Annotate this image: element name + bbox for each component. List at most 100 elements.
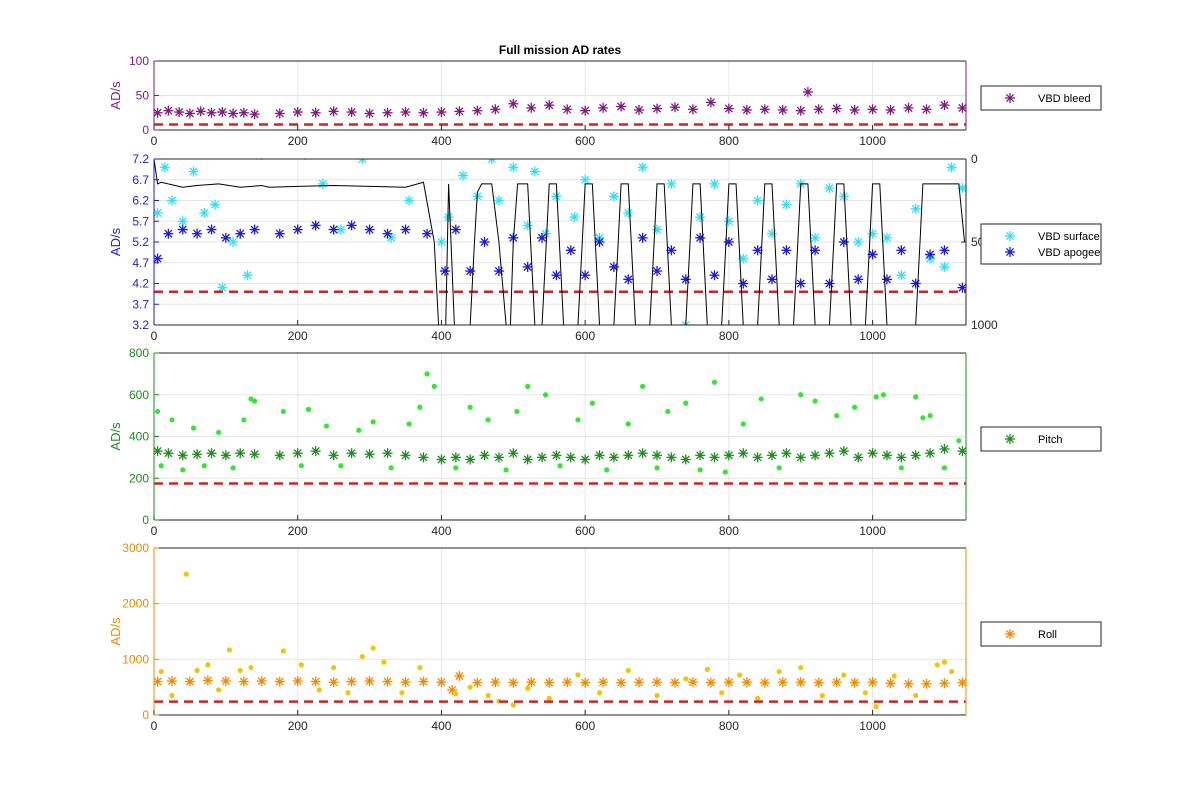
series-roll [154,671,966,695]
grid [153,352,966,521]
data-point [652,103,663,114]
series-vbd-bleed [154,87,966,120]
data-point [280,648,286,654]
data-point [557,463,563,469]
data-point [406,421,412,427]
data-point [418,452,429,463]
x-tick-label: 0 [151,524,158,538]
data-point [364,224,375,235]
data-point [665,408,671,415]
data-point [759,677,770,688]
data-point [180,467,186,473]
x-tick-label: 200 [288,719,308,733]
data-point [526,677,537,688]
data-point [652,677,663,688]
data-point [722,469,728,475]
data-point [867,228,878,239]
data-point [723,103,734,114]
data-point [705,677,716,688]
data-point [562,104,573,115]
data-point [551,270,562,281]
data-point [795,105,806,116]
x-tick-label: 800 [719,134,739,148]
data-point [346,676,357,687]
y2-tick-label: 0 [971,152,978,166]
data-point [450,452,461,463]
data-point [188,166,199,177]
y2-tick-label: 1000 [971,318,998,332]
data-point [680,274,691,285]
legend-marker [1005,93,1015,103]
data-point [695,450,706,461]
data-point [781,448,792,459]
data-point [925,448,936,459]
plot-area [154,571,966,710]
data-point [881,232,892,243]
y-tick-label: 100 [129,54,149,68]
data-point [508,677,519,688]
data-point [910,203,921,214]
data-point [719,690,725,696]
legend-box [980,223,1102,265]
data-point [680,454,691,465]
data-point [551,450,562,461]
data-point [925,249,936,260]
data-point [873,394,879,400]
data-point [849,104,860,115]
data-point [537,452,548,463]
data-point [795,677,806,688]
data-point [594,450,605,461]
data-point [158,463,164,469]
data-point [594,237,605,247]
y-tick-label: 7.2 [132,152,149,166]
data-point [490,677,501,688]
data-point [798,392,804,398]
data-point [596,690,603,696]
data-point [652,266,663,277]
data-point [575,417,581,423]
data-point [777,104,788,115]
data-point [939,245,950,256]
data-point [608,191,619,202]
legend-marker [1005,434,1015,444]
data-point [418,107,429,118]
data-point [382,676,393,687]
data-point [370,419,376,425]
plot-area [154,159,966,325]
data-point [205,662,211,668]
x-tick-label: 400 [431,329,451,343]
data-point [453,691,459,697]
data-point [450,224,461,235]
data-point [485,417,491,423]
data-point [274,108,285,119]
data-point [927,413,933,419]
data-point [616,677,627,688]
data-point [249,224,260,235]
data-point [417,404,423,410]
data-point [776,465,782,471]
data-point [220,676,231,687]
data-point [183,571,189,577]
data-point [891,673,897,679]
data-point [388,465,394,471]
data-point [237,667,243,674]
data-point [252,398,258,404]
data-point [758,396,764,402]
data-point [417,665,423,671]
data-point [382,228,393,239]
data-point [235,228,246,239]
data-point [195,106,206,117]
data-point [206,107,217,118]
data-point [956,438,962,444]
data-point [537,232,548,243]
data-point [687,104,698,115]
grid [153,60,966,131]
data-point [479,450,490,461]
data-point [346,107,357,118]
data-point [903,678,914,689]
data-point [580,105,591,116]
data-point [834,413,840,419]
x-tick-label: 200 [288,524,308,538]
data-point [941,659,948,665]
legend-label: VBD surface [1038,231,1100,243]
